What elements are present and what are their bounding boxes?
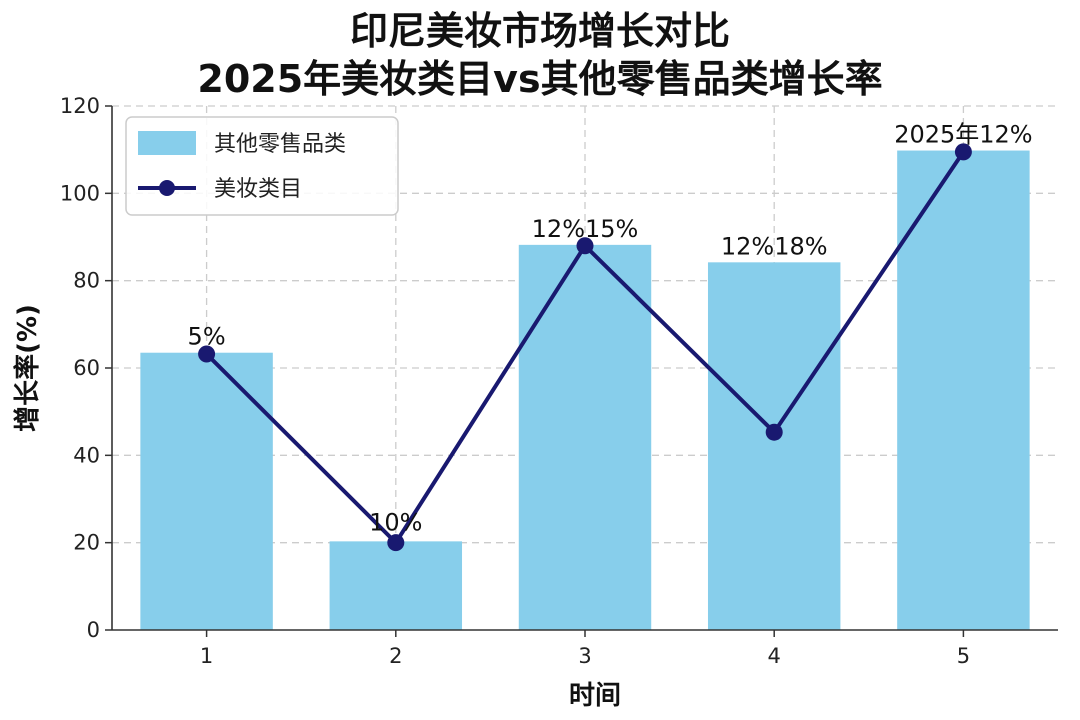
x-tick-label: 5	[957, 644, 970, 668]
legend-line-label: 美妆类目	[214, 177, 302, 202]
y-tick-label: 120	[60, 94, 100, 118]
line-point	[198, 345, 216, 363]
y-tick-label: 20	[73, 531, 100, 555]
line-series	[198, 143, 972, 552]
x-axis-label: 时间	[569, 681, 621, 711]
y-tick-label: 100	[60, 181, 100, 205]
y-tick-label: 60	[73, 356, 100, 380]
legend-bar-swatch	[138, 131, 196, 155]
data-label: 10%	[369, 509, 422, 537]
line-point	[576, 237, 594, 255]
y-tick-label: 80	[73, 269, 100, 293]
y-tick-label: 40	[73, 443, 100, 467]
chart-subtitle: 2025年美妆类目vs其他零售品类增长率	[197, 57, 883, 101]
line-point	[387, 534, 405, 552]
data-label: 2025年12%	[894, 121, 1032, 149]
y-tick-label: 0	[87, 618, 100, 642]
x-tick-label: 4	[768, 644, 781, 668]
legend: 其他零售品类 美妆类目	[125, 116, 399, 216]
bar	[518, 244, 652, 631]
bar-series	[140, 150, 1030, 631]
y-axis-label: 增长率(%)	[12, 304, 43, 432]
data-label: 12%15%	[532, 215, 639, 243]
bar	[140, 352, 273, 630]
x-tick-label: 1	[200, 644, 213, 668]
legend-bar-label: 其他零售品类	[214, 132, 346, 157]
legend-line-marker	[159, 180, 175, 196]
chart-title: 印尼美妆市场增长对比	[349, 9, 730, 53]
line-point	[954, 143, 972, 161]
x-tick-label: 3	[578, 644, 591, 668]
x-tick-label: 2	[389, 644, 402, 668]
bar	[329, 541, 463, 630]
data-labels: 5% 10% 12%15% 12%18% 2025年12%	[188, 121, 1033, 537]
data-label: 12%18%	[721, 232, 828, 260]
line-point	[765, 423, 783, 441]
bar	[897, 150, 1030, 631]
data-label: 5%	[188, 323, 226, 351]
axes: 0 20 40 60 80 100 120 1 2 3 4 5	[60, 94, 1058, 668]
bar	[707, 262, 841, 630]
